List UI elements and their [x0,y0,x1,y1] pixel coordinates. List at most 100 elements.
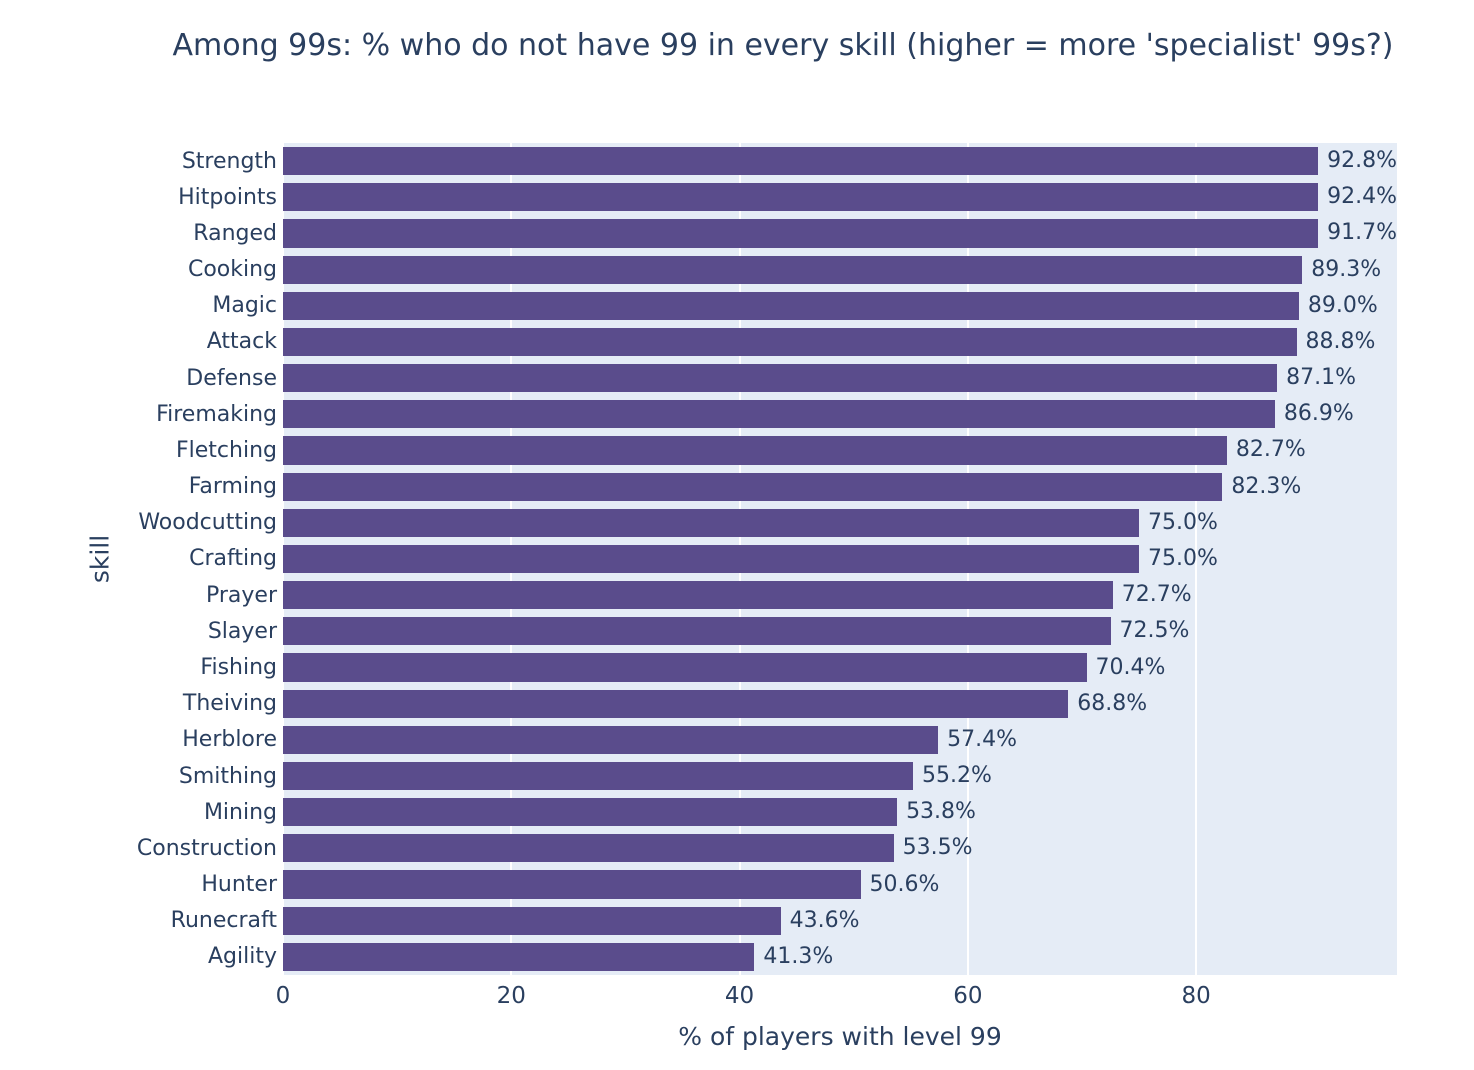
y-tick-label: Woodcutting [138,510,277,536]
chart-title: Among 99s: % who do not have 99 in every… [172,28,1394,63]
bar-row: 43.6% [283,903,1397,939]
bar [283,255,1303,284]
bar-row: 82.3% [283,469,1397,505]
bar-row: 92.8% [283,143,1397,179]
bar-value-label: 86.9% [1283,401,1354,427]
bar-value-label: 72.5% [1119,618,1190,644]
y-tick-label: Defense [186,365,277,391]
bar-row: 91.7% [283,215,1397,251]
bar [283,364,1278,393]
y-tick-label: Runecraft [170,908,277,934]
bar [283,906,781,935]
bar-value-label: 88.8% [1305,328,1376,354]
bar [283,508,1140,537]
x-tick-label: 60 [953,983,983,1009]
bar [283,327,1297,357]
bar-row: 86.9% [283,396,1397,432]
bar-row: 72.7% [283,577,1397,613]
bar [283,653,1087,682]
bar [283,146,1319,176]
bar-value-label: 43.6% [789,907,860,933]
y-tick-label: Construction [136,835,277,861]
bar-row: 53.5% [283,830,1397,866]
y-axis-title: skill [85,534,115,584]
bar-row: 92.4% [283,179,1397,215]
x-tick-label: 20 [496,983,526,1009]
bar-row: 50.6% [283,866,1397,902]
y-tick-label: Agility [208,944,277,970]
bar [283,400,1275,429]
bar [283,291,1299,320]
bar [283,544,1140,574]
bar-value-label: 92.4% [1327,184,1397,210]
bar [283,617,1111,646]
x-axis-title: % of players with level 99 [678,1022,1002,1051]
bar-value-label: 50.6% [869,871,940,897]
y-tick-label: Mining [203,799,277,825]
bar-value-label: 82.7% [1235,437,1306,463]
y-tick-label: Attack [206,329,277,355]
bar-value-label: 55.2% [922,763,992,789]
y-tick-label: Smithing [178,763,277,789]
y-tick-label: Fishing [200,655,277,680]
y-tick-label: Theiving [182,691,277,717]
y-tick-label: Herblore [182,727,277,753]
y-tick-label: Ranged [193,220,277,246]
bars-layer: 92.8% 92.4% 91.7% 89.3% 89.0% 88.8% 87.1% 86.9%… [283,143,1397,975]
bar-value-label: 53.8% [906,799,976,825]
x-axis-ticks: 0 20 40 60 80 [276,983,1397,1013]
y-tick-label: Fletching [176,437,277,463]
bar [283,689,1069,718]
bar-row: 89.0% [283,288,1397,324]
bar-value-label: 70.4% [1095,654,1166,680]
bar-row: 89.3% [283,252,1397,288]
bar-value-label: 82.3% [1231,473,1302,499]
plot-area: 92.8% 92.4% 91.7% 89.3% 89.0% 88.8% 87.1% 86.9%… [282,143,1397,975]
x-tick-label: 0 [275,983,291,1009]
y-tick-label: Cooking [187,257,277,283]
bar-row: 72.5% [283,613,1397,649]
bar-value-label: 89.0% [1307,292,1378,318]
bar-row: 57.4% [283,722,1397,758]
y-tick-label: Farming [188,474,277,500]
bar [283,834,894,863]
bar-row: 87.1% [283,360,1397,396]
bar-row: 41.3% [283,939,1397,975]
y-tick-label: Slayer [207,618,277,644]
bar-row: 88.8% [283,324,1397,360]
bar-value-label: 68.8% [1077,690,1148,716]
y-tick-label: Magic [212,293,277,319]
bar-value-label: 41.3% [763,943,834,969]
bar [283,581,1113,610]
y-tick-label: Hitpoints [178,184,277,210]
bar-value-label: 75.0% [1148,545,1218,571]
y-tick-label: Prayer [205,582,277,608]
bar [283,472,1223,501]
bar-row: 55.2% [283,758,1397,794]
gridline [1195,143,1198,975]
bar-value-label: 92.8% [1327,148,1397,174]
y-tick-label: Hunter [201,872,277,898]
bar [283,761,914,791]
bar-row: 70.4% [283,649,1397,685]
y-tick-label: Firemaking [156,401,277,427]
bar [283,725,939,754]
bar-value-label: 89.3% [1311,256,1382,282]
bar-value-label: 91.7% [1327,220,1397,246]
bar-row: 53.8% [283,794,1397,830]
bar-row: 82.7% [283,432,1397,468]
bar [283,942,755,971]
bar-value-label: 57.4% [947,726,1018,752]
x-tick-label: 40 [724,983,755,1009]
bar-value-label: 53.5% [902,835,973,861]
bar-row: 68.8% [283,686,1397,722]
bar [283,436,1227,465]
y-axis-category-labels: Strength Hitpoints Ranged Cooking Magic Attac… [0,143,277,975]
bar-value-label: 75.0% [1148,509,1218,535]
bar-value-label: 87.1% [1286,365,1357,391]
bar [283,798,898,827]
bar-row: 75.0% [283,541,1397,577]
bar [283,219,1319,248]
y-tick-label: Crafting [189,546,277,572]
